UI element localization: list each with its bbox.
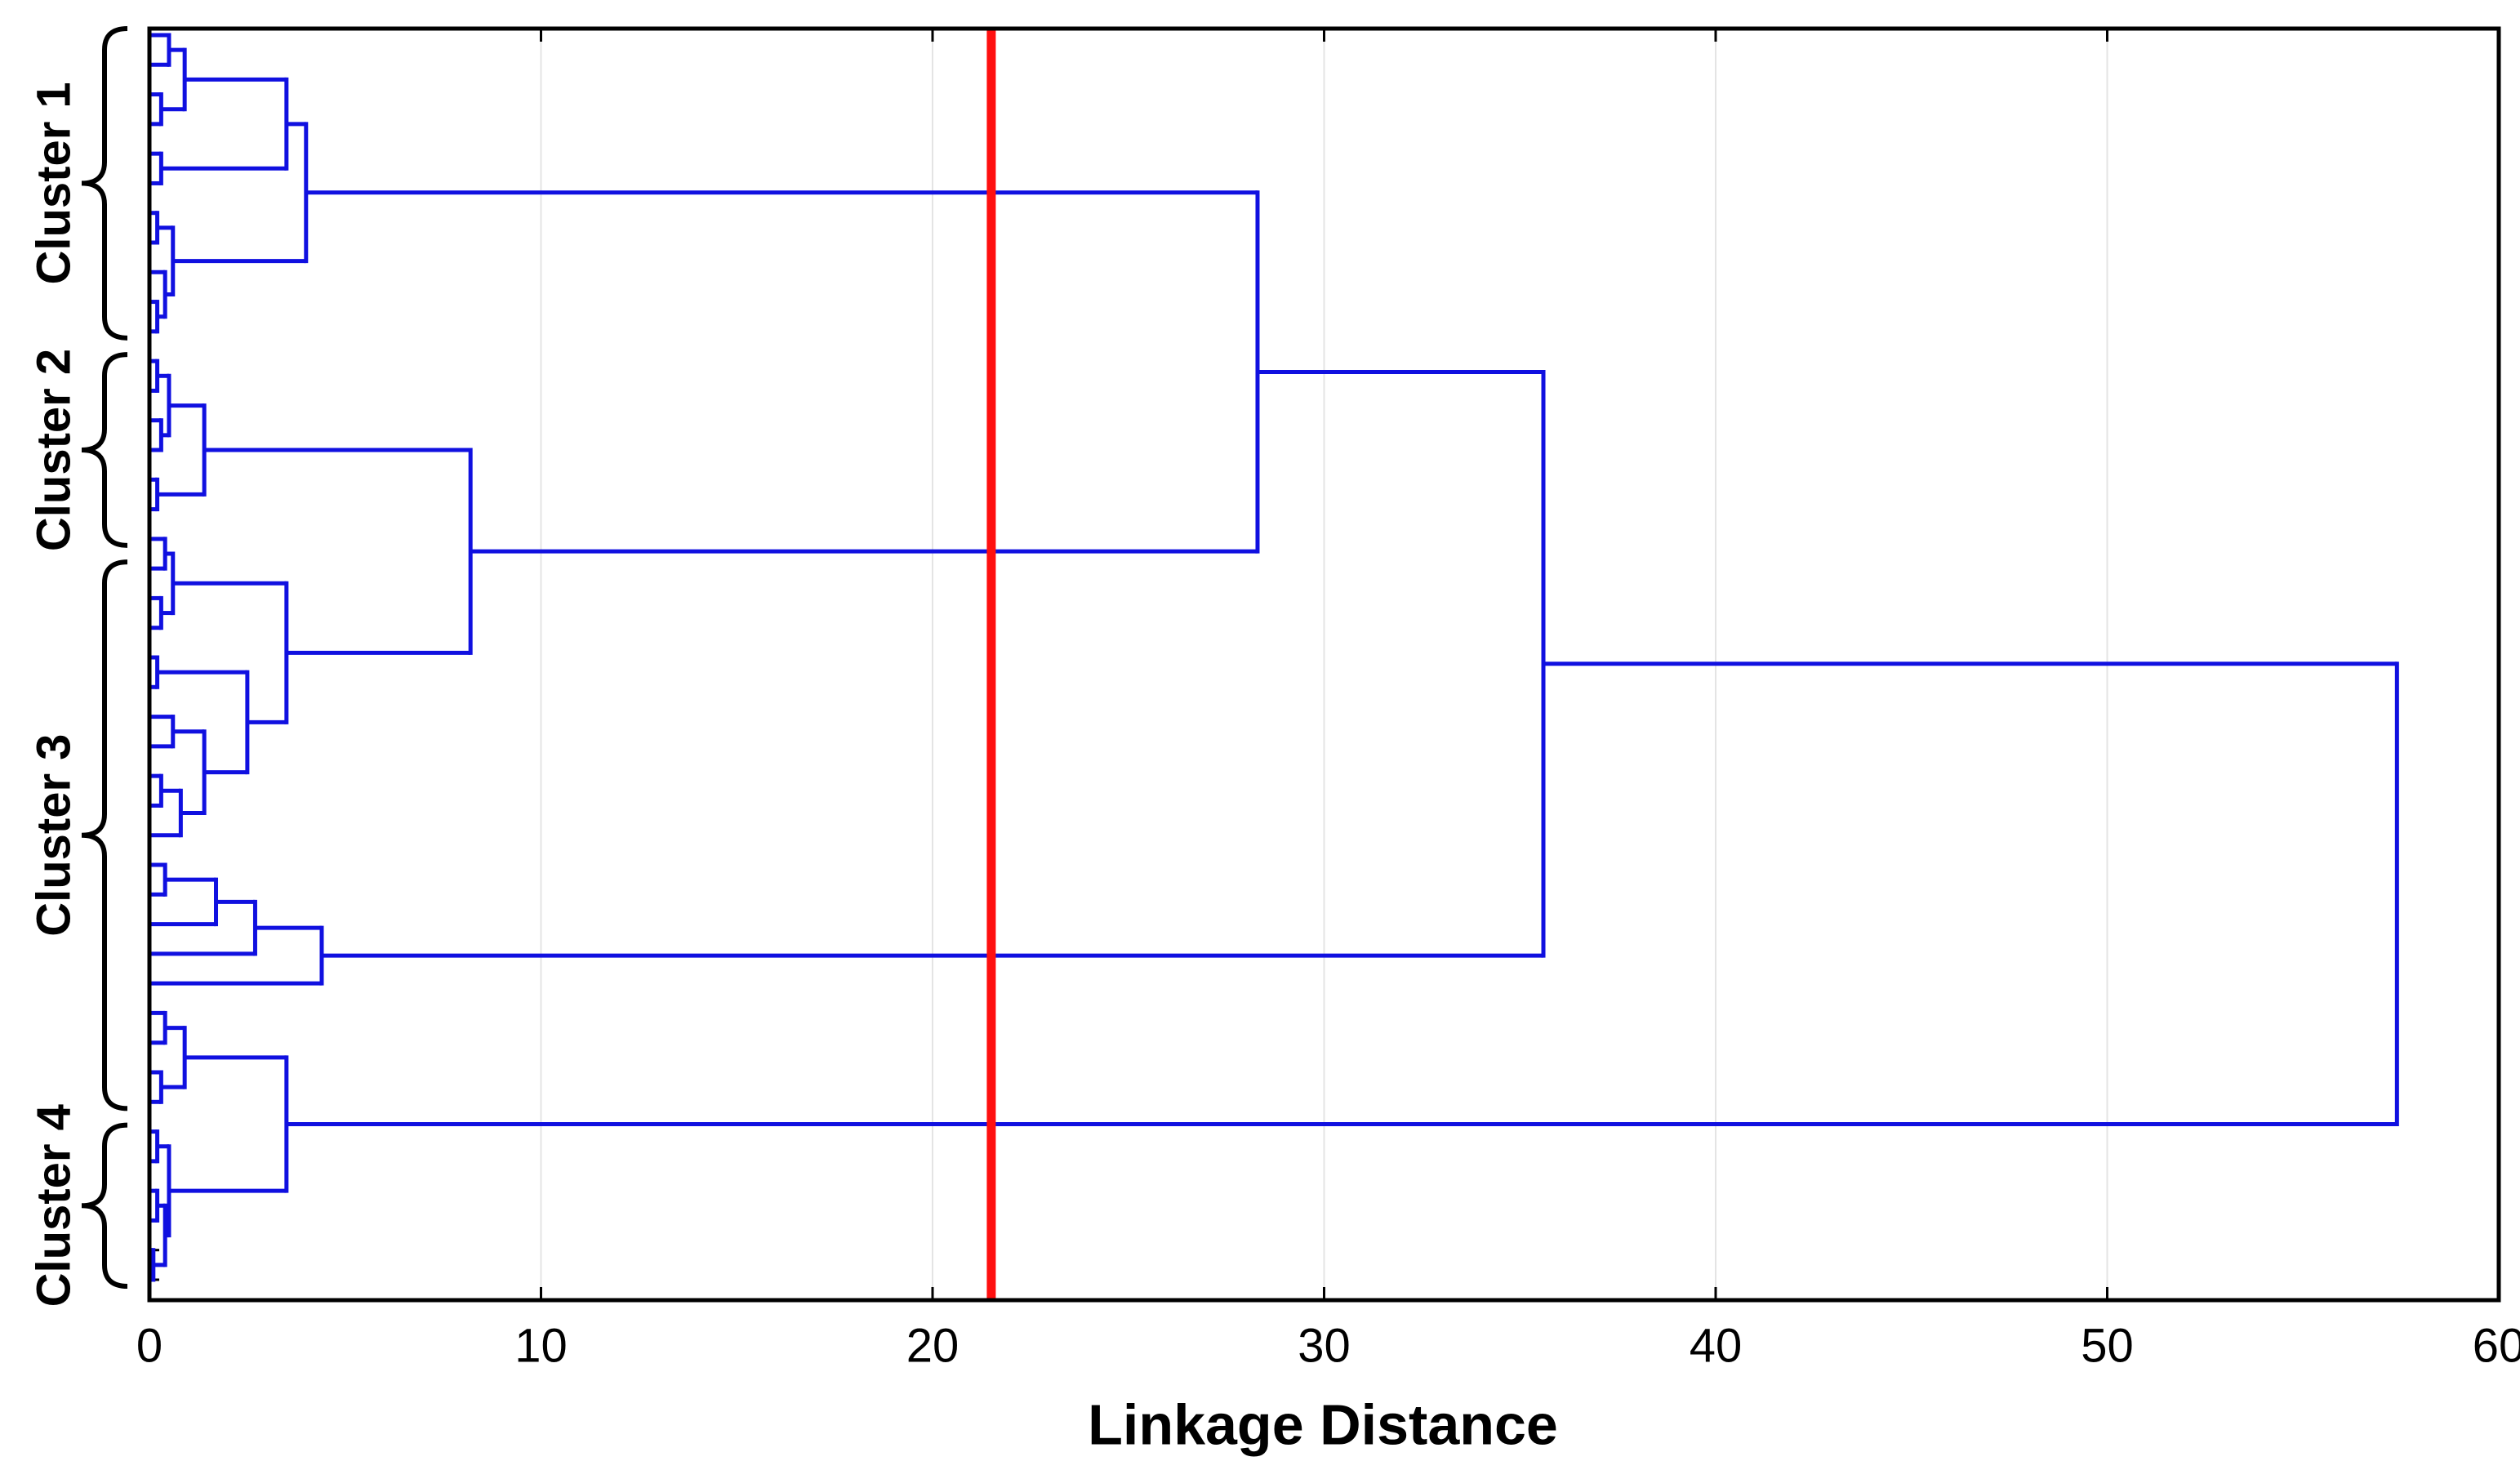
cluster-label: Cluster 2 (27, 349, 80, 551)
x-tick-label: 10 (514, 1319, 568, 1372)
x-axis-label: Linkage Distance (1088, 1392, 1558, 1456)
cluster-label: Cluster 4 (27, 1104, 80, 1307)
cluster-bracket (81, 26, 128, 341)
plot-frame (147, 26, 2501, 1303)
cluster-bracket (81, 559, 128, 1111)
cluster-label: Cluster 3 (27, 734, 80, 937)
x-tick-label: 50 (2081, 1319, 2134, 1372)
x-tick-label: 30 (1298, 1319, 1351, 1372)
x-tick-label: 40 (1690, 1319, 1743, 1372)
cluster-bracket (81, 352, 128, 548)
cluster-label: Cluster 1 (27, 82, 80, 284)
cluster-bracket (81, 1122, 128, 1289)
x-tick-label: 60 (2473, 1319, 2520, 1372)
x-tick-label: 20 (906, 1319, 959, 1372)
x-tick-label: 0 (136, 1319, 163, 1372)
